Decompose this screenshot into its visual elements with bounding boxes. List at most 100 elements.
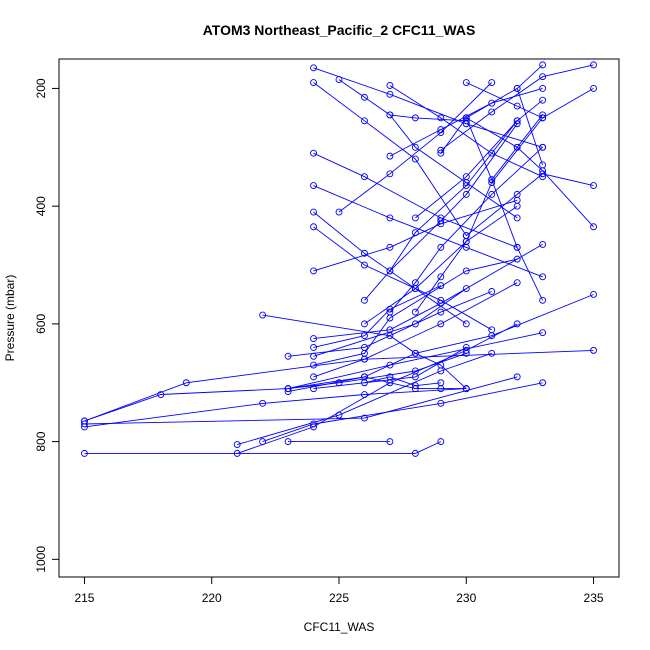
data-point	[386, 308, 394, 316]
data-point	[539, 111, 547, 119]
x-tick-label: 220	[202, 591, 222, 605]
data-point	[310, 420, 317, 428]
data-point	[437, 114, 445, 122]
data-point	[386, 214, 394, 222]
data-point	[386, 361, 394, 369]
series-8	[259, 379, 547, 446]
series-16	[310, 285, 470, 360]
data-point	[488, 79, 496, 86]
data-point	[361, 373, 368, 381]
data-point	[513, 243, 521, 251]
data-point	[488, 190, 496, 198]
data-point	[462, 114, 470, 122]
series-line	[389, 85, 543, 178]
data-point	[284, 438, 292, 446]
data-point	[488, 149, 496, 157]
data-point	[361, 261, 368, 269]
data-point	[386, 90, 394, 98]
data-point	[513, 143, 521, 151]
data-point	[539, 114, 547, 122]
series-2	[81, 438, 445, 457]
data-point	[182, 379, 190, 387]
data-point	[335, 76, 343, 84]
data-point	[310, 208, 317, 216]
data-point	[310, 361, 317, 369]
series-line	[288, 294, 594, 393]
series-line	[338, 82, 493, 213]
data-point	[157, 391, 165, 398]
data-point	[513, 84, 521, 92]
series-44	[488, 111, 547, 184]
series-line	[415, 205, 518, 313]
y-tick-label: 400	[34, 196, 48, 216]
data-point	[539, 161, 547, 169]
data-point	[361, 173, 368, 181]
series-line	[338, 79, 467, 122]
series-line	[466, 173, 594, 236]
series-23	[310, 182, 547, 281]
data-point	[233, 449, 241, 457]
series-line	[313, 244, 543, 340]
data-point	[310, 79, 317, 86]
data-point	[462, 285, 470, 293]
data-point	[513, 190, 521, 198]
data-point	[81, 449, 88, 457]
series-line	[389, 114, 518, 219]
series-17	[310, 255, 521, 369]
data-point	[310, 385, 317, 393]
series-line	[491, 114, 543, 180]
series-10	[284, 438, 394, 446]
data-point	[462, 343, 470, 351]
data-point	[81, 423, 88, 431]
y-axis: 200 400 600 800 1000	[34, 78, 60, 573]
data-point	[259, 438, 267, 446]
data-point	[386, 243, 394, 251]
data-point	[590, 223, 597, 231]
series-line	[288, 376, 467, 390]
data-point	[233, 441, 241, 449]
series-26	[310, 64, 547, 151]
y-tick-label: 1000	[34, 546, 48, 573]
data-point	[513, 214, 521, 222]
series-line	[237, 352, 492, 446]
x-tick-label: 230	[456, 591, 476, 605]
data-point	[462, 320, 470, 328]
y-axis-label: Pressure (mbar)	[3, 275, 17, 362]
data-point	[513, 102, 521, 110]
data-point	[437, 273, 445, 281]
data-point	[310, 352, 317, 360]
data-point	[590, 182, 597, 190]
data-point	[590, 346, 597, 354]
data-point	[411, 155, 419, 163]
series-29	[361, 120, 521, 304]
data-point	[361, 332, 368, 340]
data-point	[513, 279, 521, 287]
series-6	[233, 349, 496, 449]
series-13	[284, 291, 597, 396]
series-group	[81, 61, 597, 457]
x-tick-label: 215	[74, 591, 94, 605]
series-39	[437, 61, 597, 154]
y-tick-label: 800	[34, 431, 48, 451]
series-21	[310, 223, 496, 334]
data-point	[310, 335, 317, 343]
data-point	[411, 214, 419, 222]
data-point	[488, 108, 496, 116]
series-line	[262, 382, 543, 443]
series-line	[313, 185, 543, 278]
series-31	[386, 143, 547, 316]
data-point	[488, 288, 496, 295]
data-point	[386, 326, 394, 334]
data-point	[310, 373, 317, 381]
series-27	[335, 76, 470, 125]
series-line	[313, 285, 441, 348]
data-point	[539, 96, 547, 104]
data-point	[488, 99, 496, 107]
data-point	[386, 170, 394, 178]
series-line	[313, 347, 467, 390]
x-tick-label: 225	[329, 591, 349, 605]
series-line	[313, 67, 543, 148]
data-point	[539, 73, 547, 81]
series-line	[313, 282, 518, 378]
data-point	[539, 143, 547, 151]
